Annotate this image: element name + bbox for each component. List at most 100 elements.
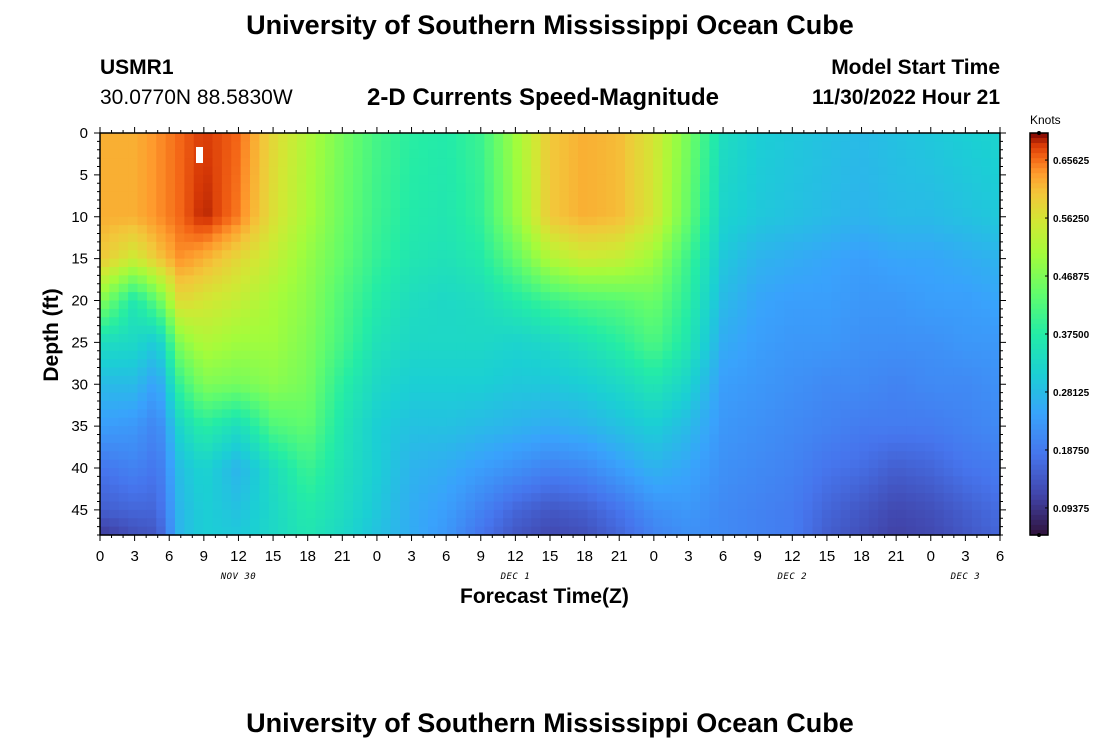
heat-cell	[362, 518, 373, 528]
heat-cell	[803, 258, 814, 268]
heat-cell	[793, 208, 804, 218]
heat-cell	[100, 375, 110, 385]
heat-cell	[240, 401, 251, 410]
heat-cell	[268, 267, 279, 276]
heat-cell	[671, 174, 682, 184]
heat-cell	[765, 392, 776, 402]
heat-cell	[465, 275, 476, 285]
heat-cell	[109, 518, 120, 528]
heat-cell	[559, 392, 570, 402]
heat-cell	[550, 250, 560, 260]
heat-cell	[165, 208, 176, 218]
heat-cell	[718, 401, 729, 410]
heat-cell	[409, 484, 420, 494]
heat-cell	[484, 300, 495, 310]
heat-cell	[193, 267, 204, 276]
heat-cell	[428, 451, 439, 461]
heat-cell	[531, 451, 542, 461]
heat-cell	[446, 493, 457, 503]
heat-cell	[287, 267, 298, 276]
heat-cell	[681, 392, 692, 402]
heat-cell	[156, 292, 167, 302]
heat-cell	[662, 434, 673, 444]
heat-cell	[775, 359, 785, 369]
heat-cell	[109, 459, 120, 469]
heat-cell	[887, 250, 898, 260]
heat-cell	[353, 141, 364, 151]
heat-cell	[287, 325, 298, 335]
heat-cell	[465, 283, 476, 293]
heat-cell	[296, 216, 307, 226]
heat-cell	[700, 141, 710, 151]
heat-cell	[306, 208, 317, 218]
heat-cell	[746, 501, 757, 511]
heat-cell	[437, 334, 448, 343]
heat-cell	[493, 442, 504, 452]
colorbar-segment	[1030, 233, 1048, 240]
heat-cell	[381, 308, 392, 318]
heat-cell	[193, 166, 204, 176]
heat-cell	[268, 166, 279, 176]
heat-cell	[859, 241, 870, 251]
heat-cell	[250, 367, 260, 377]
heat-cell	[400, 426, 410, 436]
heat-cell	[137, 149, 148, 159]
heat-cell	[371, 392, 382, 402]
heat-cell	[915, 384, 926, 394]
heat-cell	[925, 275, 935, 285]
heat-cell	[568, 241, 579, 251]
heat-cell	[671, 375, 682, 385]
heat-cell	[203, 258, 214, 268]
heat-cell	[821, 250, 832, 260]
heat-cell	[709, 342, 720, 352]
heat-cell	[775, 417, 785, 427]
heat-cell	[409, 308, 420, 318]
heat-cell	[653, 484, 664, 494]
heat-cell	[268, 434, 279, 444]
heat-cell	[212, 308, 223, 318]
heat-cell	[437, 216, 448, 226]
heat-cell	[578, 166, 589, 176]
heat-cell	[709, 208, 720, 218]
heat-cell	[606, 258, 617, 268]
heat-cell	[400, 200, 410, 209]
heat-cell	[156, 350, 167, 360]
heat-cell	[625, 216, 635, 226]
heat-cell	[943, 308, 954, 318]
heat-cell	[128, 208, 139, 218]
heat-cell	[578, 174, 589, 184]
heat-cell	[250, 375, 260, 385]
heat-cell	[175, 367, 185, 377]
heat-cell	[118, 317, 129, 327]
heat-cell	[428, 392, 439, 402]
heat-cell	[943, 191, 954, 201]
heat-cell	[175, 442, 185, 452]
heat-cell	[128, 174, 139, 184]
heat-cell	[315, 283, 326, 293]
heat-cell	[550, 468, 560, 477]
heat-cell	[456, 451, 467, 461]
heat-cell	[118, 149, 129, 159]
heat-cell	[606, 141, 617, 151]
heat-cell	[334, 342, 345, 352]
heat-cell	[878, 233, 889, 243]
heat-cell	[756, 375, 767, 385]
heat-cell	[371, 292, 382, 302]
heat-cell	[503, 250, 514, 260]
heat-cell	[137, 250, 148, 260]
heat-cell	[718, 375, 729, 385]
heat-cell	[287, 258, 298, 268]
heat-cell	[878, 174, 889, 184]
heat-cell	[456, 149, 467, 159]
heat-cell	[587, 342, 598, 352]
heat-cell	[512, 241, 523, 251]
heat-cell	[990, 384, 1001, 394]
heat-cell	[653, 317, 664, 327]
heat-cell	[934, 392, 945, 402]
heat-cell	[709, 141, 720, 151]
heat-cell	[887, 275, 898, 285]
heat-cell	[165, 426, 176, 436]
heat-cell	[878, 451, 889, 461]
heat-cell	[906, 401, 917, 410]
heat-cell	[690, 283, 701, 293]
